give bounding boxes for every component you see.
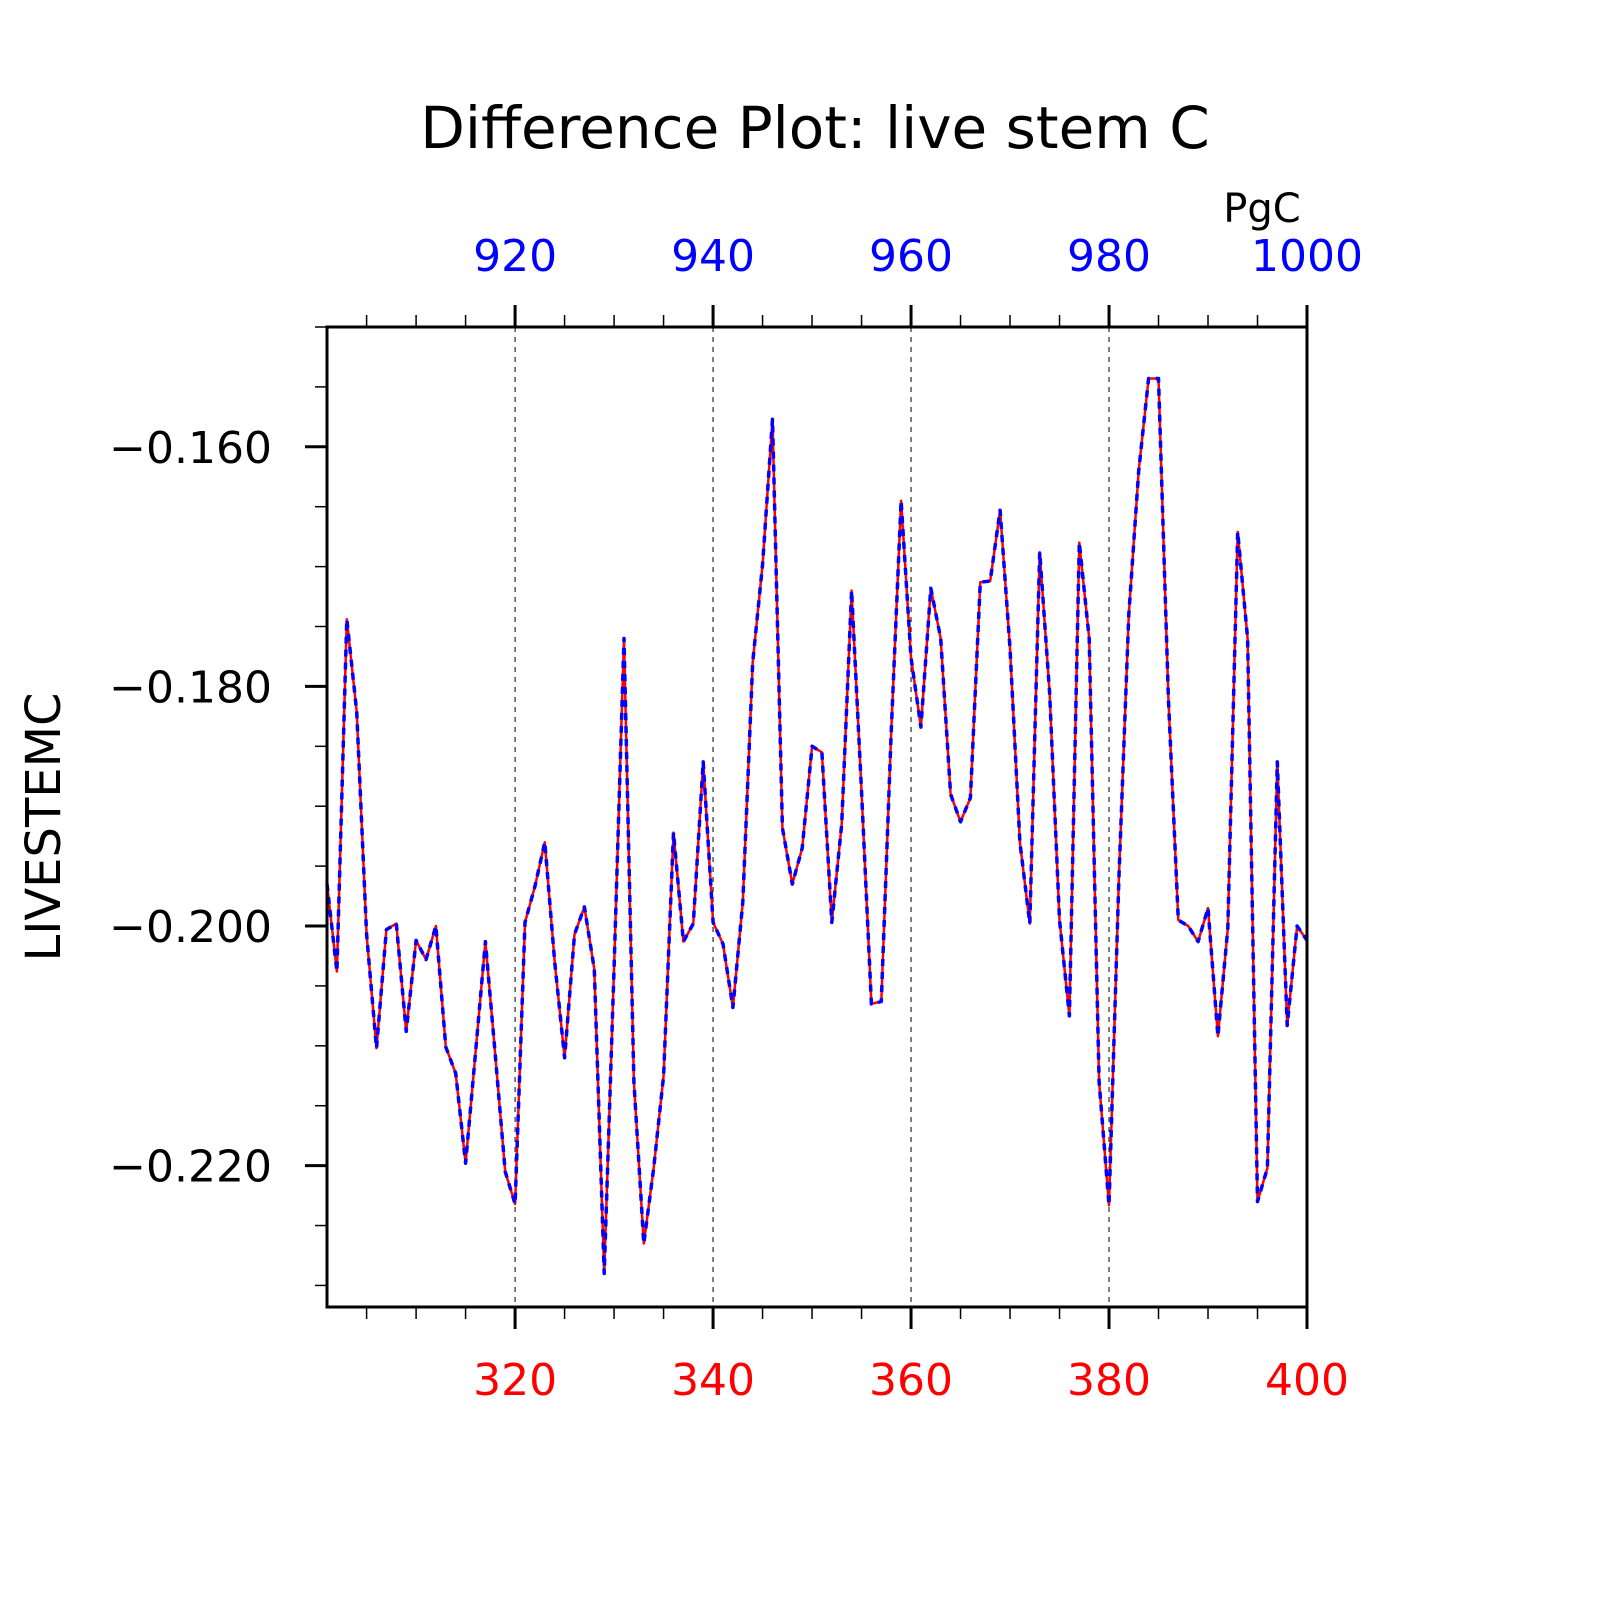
chart-title: Difference Plot: live stem C <box>420 94 1210 162</box>
y-tick-label-2: −0.200 <box>109 902 272 953</box>
top-tick-label-3: 980 <box>1067 231 1151 282</box>
units-label: PgC <box>1223 186 1300 232</box>
y-tick-label-3: −0.220 <box>109 1142 272 1193</box>
tick-marks <box>305 305 1309 1329</box>
axes <box>325 325 1309 1309</box>
top-tick-label-1: 940 <box>671 231 755 282</box>
plot-frame <box>325 325 1309 1309</box>
y-axis-label: LIVESTEMC <box>16 692 72 961</box>
y-tick-label-0: −0.160 <box>109 423 272 474</box>
grid-lines <box>514 327 1110 1307</box>
tick-labels: 320 340 360 380 400 920 940 960 980 1000 −0.160 −0.… <box>109 231 1363 1406</box>
bottom-tick-label-2: 360 <box>869 1355 953 1406</box>
series-line-0 <box>325 377 1309 1275</box>
bottom-tick-label-4: 400 <box>1265 1355 1349 1406</box>
top-tick-label-0: 920 <box>473 231 557 282</box>
series-lines <box>325 376 1309 1276</box>
bottom-tick-label-0: 320 <box>473 1355 557 1406</box>
top-tick-label-4: 1000 <box>1251 231 1363 282</box>
top-tick-label-2: 960 <box>869 231 953 282</box>
series-line-1 <box>325 376 1309 1276</box>
y-tick-label-1: −0.180 <box>109 662 272 713</box>
bottom-tick-label-3: 380 <box>1067 1355 1151 1406</box>
bottom-tick-label-1: 340 <box>671 1355 755 1406</box>
